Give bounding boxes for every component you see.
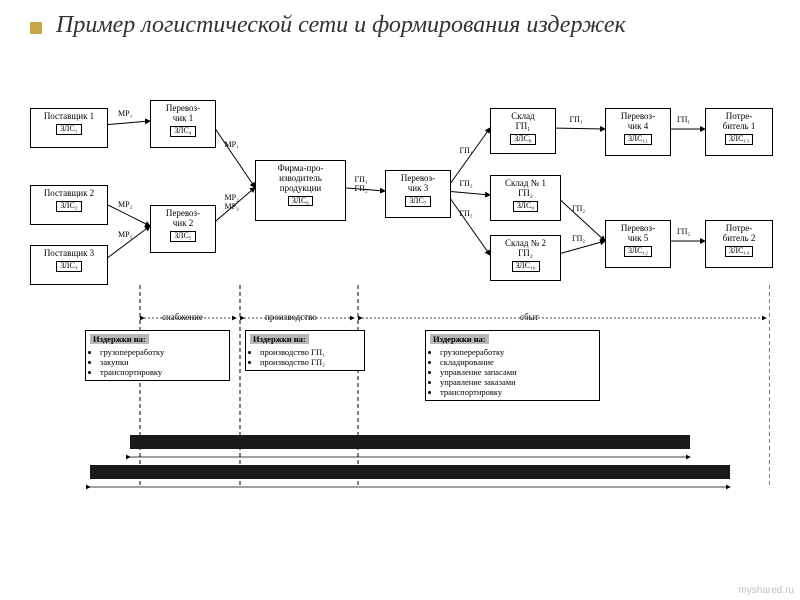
cost-header: Издержки на: bbox=[90, 334, 149, 344]
node-label: Фирма-про-изводительпродукции bbox=[258, 164, 343, 194]
node-label: Перевоз-чик 4 bbox=[608, 112, 668, 132]
node-label: Поставщик 1 bbox=[33, 112, 105, 122]
node-sublabel: ЗЛС₆ bbox=[288, 196, 313, 207]
cost-item: управление запасами bbox=[440, 367, 595, 377]
edge-label: ГП₂ bbox=[460, 179, 473, 188]
cost-header: Издержки на: bbox=[430, 334, 489, 344]
node-sublabel: ЗЛС₁ bbox=[56, 124, 81, 135]
edge-label: ГП₂ bbox=[460, 209, 473, 218]
node-sublabel: ЗЛС₃ bbox=[56, 261, 81, 272]
node-sublabel: ЗЛС₁₁ bbox=[624, 134, 652, 145]
node-label: Склад № 1ГП₂ bbox=[493, 179, 558, 199]
cost-item: закупки bbox=[100, 357, 225, 367]
edge-label: ГП₂ bbox=[572, 204, 585, 213]
edge-label: ГП₁ГП₂ bbox=[355, 175, 368, 193]
node-car1: Перевоз-чик 1 ЗЛС₄ bbox=[150, 100, 216, 148]
node-label: Поставщик 2 bbox=[33, 189, 105, 199]
cost-list: производство ГП₁производство ГП₂ bbox=[250, 347, 360, 367]
cost-box-c3: Издержки на: грузопереработкускладировани… bbox=[425, 330, 600, 401]
node-sublabel: ЗЛС₂ bbox=[56, 201, 81, 212]
node-label: Перевоз-чик 5 bbox=[608, 224, 668, 244]
node-car2: Перевоз-чик 2 ЗЛС₅ bbox=[150, 205, 216, 253]
node-sublabel: ЗЛС₅ bbox=[170, 231, 195, 242]
cost-box-c1: Издержки на: грузопереработкузакупкитранс… bbox=[85, 330, 230, 381]
cost-item: производство ГП₂ bbox=[260, 357, 360, 367]
cost-item: транспортировку bbox=[100, 367, 225, 377]
title-text: Пример логистической сети и формирования… bbox=[56, 12, 626, 38]
node-label: Потре-битель 2 bbox=[708, 224, 770, 244]
cost-item: производство ГП₁ bbox=[260, 347, 360, 357]
node-sublabel: ЗЛС₁₄ bbox=[725, 246, 753, 257]
node-cons1: Потре-битель 1 ЗЛС₁₃ bbox=[705, 108, 773, 156]
phase-production: производство bbox=[265, 312, 317, 322]
node-sublabel: ЗЛС₉ bbox=[513, 201, 538, 212]
node-label: СкладГП₁ bbox=[493, 112, 553, 132]
cost-item: транспортировку bbox=[440, 387, 595, 397]
edge-label: МР₂ bbox=[118, 200, 132, 209]
node-sublabel: ЗЛС₇ bbox=[405, 196, 430, 207]
edge-label: ГП₁ bbox=[460, 146, 473, 155]
phase-sales: сбыт bbox=[520, 312, 539, 322]
summary-bar bbox=[130, 435, 690, 449]
cost-item: складирование bbox=[440, 357, 595, 367]
node-cons2: Потре-битель 2 ЗЛС₁₄ bbox=[705, 220, 773, 268]
node-wh2: Склад № 1ГП₂ ЗЛС₉ bbox=[490, 175, 561, 221]
node-sublabel: ЗЛС₁₂ bbox=[624, 246, 652, 257]
logistics-diagram: Поставщик 1ЗЛС₁Поставщик 2ЗЛС₂Поставщик … bbox=[30, 90, 770, 580]
cost-list: грузопереработкузакупкитранспортировку bbox=[90, 347, 225, 377]
node-wh1: СкладГП₁ ЗЛС₈ bbox=[490, 108, 556, 154]
phase-supply: снабжение bbox=[162, 312, 203, 322]
cost-item: грузопереработку bbox=[100, 347, 225, 357]
node-firm: Фирма-про-изводительпродукции ЗЛС₆ bbox=[255, 160, 346, 221]
node-label: Поставщик 3 bbox=[33, 249, 105, 259]
node-wh3: Склад № 2ГП₂ ЗЛС₁₀ bbox=[490, 235, 561, 281]
node-sup3: Поставщик 3 ЗЛС₃ bbox=[30, 245, 108, 285]
cost-item: управление заказами bbox=[440, 377, 595, 387]
node-sublabel: ЗЛС₁₀ bbox=[512, 261, 540, 272]
node-sublabel: ЗЛС₄ bbox=[170, 126, 195, 137]
node-car5: Перевоз-чик 5 ЗЛС₁₂ bbox=[605, 220, 671, 268]
edge-label: МР₁ bbox=[118, 109, 132, 118]
node-label: Склад № 2ГП₂ bbox=[493, 239, 558, 259]
node-sup2: Поставщик 2 ЗЛС₂ bbox=[30, 185, 108, 225]
node-label: Потре-битель 1 bbox=[708, 112, 770, 132]
node-label: Перевоз-чик 1 bbox=[153, 104, 213, 124]
cost-item: грузопереработку bbox=[440, 347, 595, 357]
watermark: myshared.ru bbox=[738, 585, 794, 596]
edge-label: МР₂МР₃ bbox=[225, 193, 239, 211]
edge-label: ГП₂ bbox=[677, 227, 690, 236]
node-car3: Перевоз-чик 3 ЗЛС₇ bbox=[385, 170, 451, 218]
edge-label: МР₃ bbox=[118, 230, 132, 239]
node-sublabel: ЗЛС₁₃ bbox=[725, 134, 753, 145]
node-sup1: Поставщик 1 ЗЛС₁ bbox=[30, 108, 108, 148]
node-car4: Перевоз-чик 4 ЗЛС₁₁ bbox=[605, 108, 671, 156]
slide-title: Пример логистической сети и формирования… bbox=[30, 12, 780, 39]
node-sublabel: ЗЛС₈ bbox=[510, 134, 535, 145]
cost-header: Издержки на: bbox=[250, 334, 309, 344]
edge-label: ГП₁ bbox=[677, 115, 690, 124]
edge-label: ГП₂ bbox=[572, 234, 585, 243]
cost-list: грузопереработкускладированиеуправление … bbox=[430, 347, 595, 397]
summary-bar bbox=[90, 465, 730, 479]
cost-box-c2: Издержки на: производство ГП₁производство… bbox=[245, 330, 365, 371]
node-label: Перевоз-чик 3 bbox=[388, 174, 448, 194]
edge-label: МР₁ bbox=[225, 140, 239, 149]
node-label: Перевоз-чик 2 bbox=[153, 209, 213, 229]
bullet-icon bbox=[30, 22, 42, 34]
edge-label: ГП₁ bbox=[570, 115, 583, 124]
